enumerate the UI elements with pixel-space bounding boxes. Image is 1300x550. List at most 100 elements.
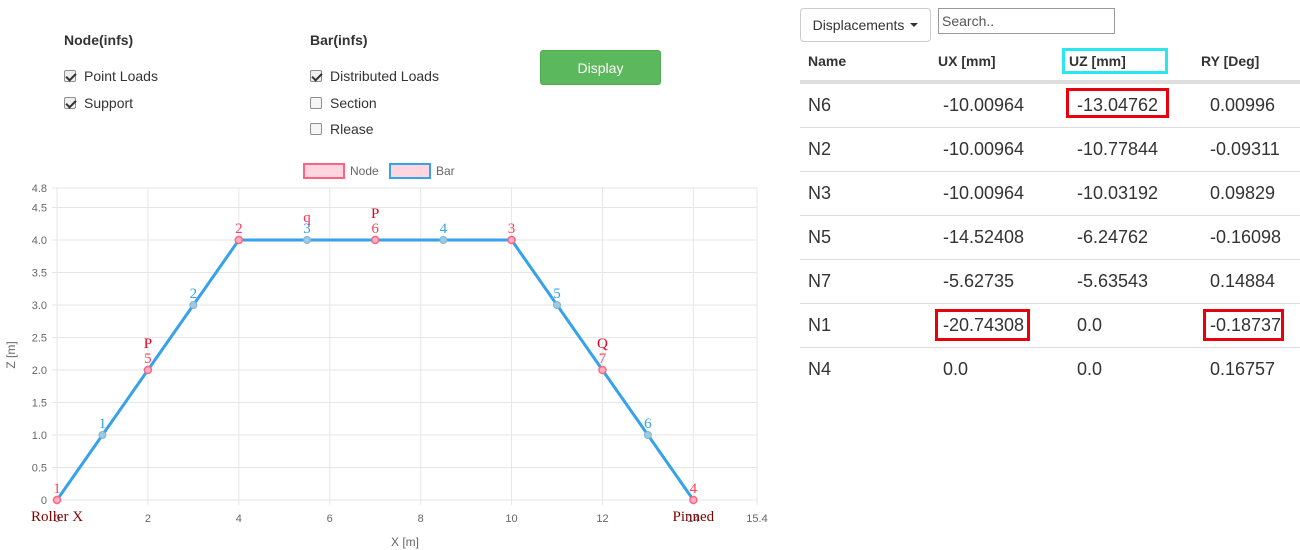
chart-legend: Node Bar xyxy=(303,163,455,179)
table-row[interactable]: N3 -10.00964 -10.03192 0.09829 xyxy=(800,171,1300,215)
table-row[interactable]: N4 0.0 0.0 0.16757 xyxy=(800,347,1300,391)
y-tick-label: 3.0 xyxy=(32,300,47,312)
x-axis-ticks: 0 2 4 6 8 10 12 14 15.4 xyxy=(54,513,768,525)
y-tick-label: 4.8 xyxy=(32,183,47,195)
x-tick-label: 0 xyxy=(54,513,60,525)
uz-cell: -10.77844 xyxy=(1077,139,1159,159)
y-tick-label: 1.5 xyxy=(32,398,47,410)
name-cell: N7 xyxy=(808,271,832,291)
y-tick-label: 4.0 xyxy=(32,235,47,247)
max-uz-highlight xyxy=(1066,88,1169,118)
x-axis-label: X [m] xyxy=(391,535,419,549)
name-cell: N5 xyxy=(808,227,832,247)
name-cell: N2 xyxy=(808,139,832,159)
ux-cell: -5.62735 xyxy=(943,271,1015,291)
y-tick-label: 4.5 xyxy=(32,203,47,215)
release-checkbox[interactable] xyxy=(310,123,322,135)
node-point[interactable] xyxy=(689,495,698,505)
bar-point[interactable] xyxy=(643,431,652,439)
bar-point-label: 1 xyxy=(99,416,107,432)
name-cell: N6 xyxy=(808,95,832,115)
node-point[interactable] xyxy=(143,365,153,375)
table-row[interactable]: N6 -10.00964 -13.04762 0.00996 xyxy=(800,83,1300,127)
table-row[interactable]: N2 -10.00964 -10.77844 -0.09311 xyxy=(800,127,1300,171)
ry-cell: 0.16757 xyxy=(1210,359,1276,379)
max-ry-highlight xyxy=(1203,309,1284,341)
display-button[interactable]: Display xyxy=(540,50,661,85)
bar-point-label: 5 xyxy=(553,286,561,302)
section-checkbox[interactable] xyxy=(310,97,322,109)
bar-point-label: 3 xyxy=(303,221,311,237)
point-load-label: P xyxy=(371,206,379,222)
bar-point[interactable] xyxy=(553,301,561,309)
support-option[interactable]: Support xyxy=(64,94,133,112)
name-cell: N3 xyxy=(808,183,832,203)
name-cell: N1 xyxy=(808,315,832,335)
column-header-ry[interactable]: RY [Deg] xyxy=(1201,53,1260,69)
node-point[interactable] xyxy=(234,235,244,245)
bar-point[interactable] xyxy=(189,301,198,309)
x-tick-label: 6 xyxy=(327,513,333,525)
column-header-ux[interactable]: UX [mm] xyxy=(938,53,996,69)
distributed-load-label: q xyxy=(303,210,311,226)
ry-cell: -0.18737 xyxy=(1210,315,1282,335)
uz-cell: -5.63543 xyxy=(1077,271,1149,291)
node-group-title: Node(infs) xyxy=(64,32,134,48)
distributed-loads-label: Distributed Loads xyxy=(330,68,439,84)
bar-point[interactable] xyxy=(303,236,311,244)
point-load-label: Q xyxy=(597,336,608,352)
y-tick-label: 3.5 xyxy=(32,268,47,280)
legend-node-label[interactable]: Node xyxy=(350,164,379,178)
section-label: Section xyxy=(330,95,377,111)
node-point[interactable] xyxy=(598,365,607,375)
uz-column-highlight xyxy=(1062,48,1168,74)
ry-cell: 0.00996 xyxy=(1210,95,1276,115)
ux-cell: -20.74308 xyxy=(943,315,1025,335)
displacements-dropdown[interactable]: Displacements xyxy=(800,8,931,42)
column-header-name[interactable]: Name xyxy=(808,53,847,69)
table-row[interactable]: N5 -14.52408 -6.24762 -0.16098 xyxy=(800,215,1300,259)
chart-grid xyxy=(52,187,758,505)
legend-bar-swatch[interactable] xyxy=(389,163,431,179)
y-tick-label: 2.5 xyxy=(32,333,47,345)
table-row[interactable]: N7 -5.62735 -5.63543 0.14884 xyxy=(800,259,1300,303)
node-point[interactable] xyxy=(370,235,380,245)
ry-cell: -0.16098 xyxy=(1210,227,1282,247)
y-tick-label: 2.0 xyxy=(32,365,47,377)
y-tick-label: 0.5 xyxy=(32,463,47,475)
point-loads-checkbox[interactable] xyxy=(64,70,76,82)
bar-point[interactable] xyxy=(98,431,107,439)
distributed-loads-checkbox[interactable] xyxy=(310,70,322,82)
node-point-label: 1 xyxy=(53,481,61,497)
support-checkbox[interactable] xyxy=(64,97,76,109)
ux-cell: -10.00964 xyxy=(943,139,1025,159)
x-tick-label: 12 xyxy=(596,513,608,525)
ux-cell: 0.0 xyxy=(943,359,969,379)
support-label: Support xyxy=(84,95,134,111)
bar-point-label: 4 xyxy=(440,221,448,237)
point-loads-option[interactable]: Point Loads xyxy=(64,67,158,85)
y-tick-label: 1.0 xyxy=(32,430,47,442)
node-point[interactable] xyxy=(507,235,516,245)
y-axis-ticks: 0 0.5 1.0 1.5 2.0 2.5 3.0 3.5 4.0 4.5 4.8 xyxy=(32,183,47,507)
release-option[interactable]: Rlease xyxy=(310,120,374,138)
distributed-loads-option[interactable]: Distributed Loads xyxy=(310,67,439,85)
legend-node-swatch[interactable] xyxy=(303,163,345,179)
column-header-uz[interactable]: UZ [mm] xyxy=(1069,53,1126,69)
legend-bar-label[interactable]: Bar xyxy=(436,164,455,178)
search-input[interactable] xyxy=(938,8,1115,34)
bar-point[interactable] xyxy=(439,236,448,244)
table-row[interactable]: N1 -20.74308 0.0 -0.18737 xyxy=(800,303,1300,347)
node-point-label: 3 xyxy=(508,221,516,237)
x-tick-label: 8 xyxy=(418,513,424,525)
point-loads-label: Point Loads xyxy=(84,68,158,84)
node-point-label: 4 xyxy=(690,481,698,497)
section-option[interactable]: Section xyxy=(310,94,377,112)
node-point-label: 6 xyxy=(371,221,379,237)
structure-chart: Node Bar 0 0.5 1.0 1.5 2.0 2.5 3.0 3.5 4.0 4.5 4.8… xyxy=(4,163,768,549)
node-point-label: 7 xyxy=(599,351,607,367)
bar-point-label: 2 xyxy=(190,286,198,302)
node-point[interactable] xyxy=(52,495,62,505)
